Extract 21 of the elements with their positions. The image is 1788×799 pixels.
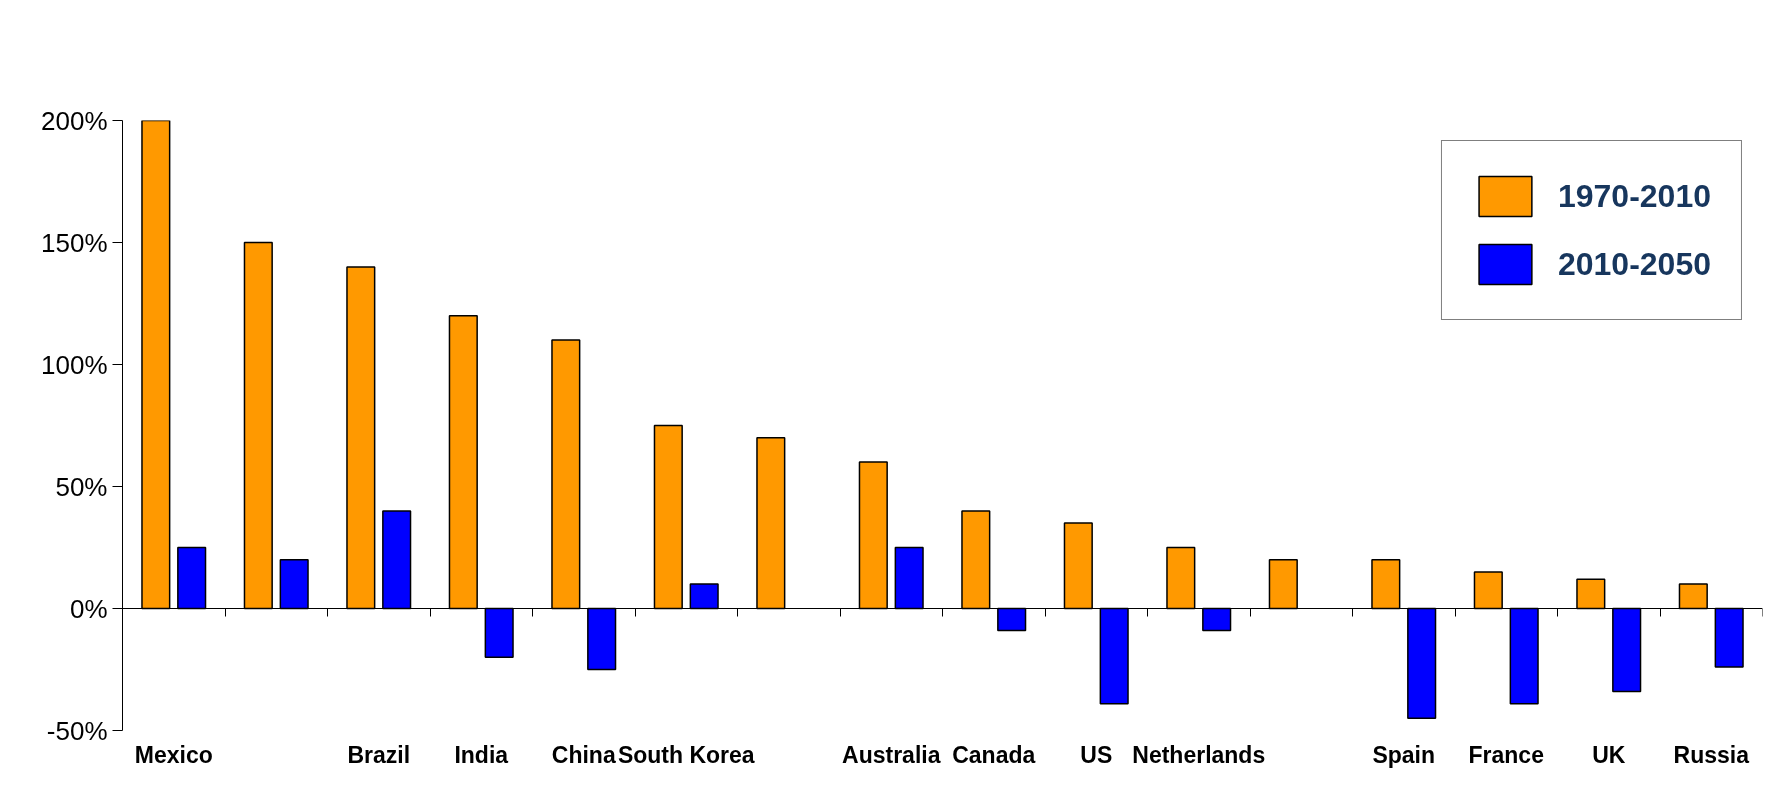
x-tick-label: Brazil [347, 741, 411, 768]
x-tick-label: US [1080, 741, 1113, 768]
x-tick-label: Mexico [134, 741, 213, 768]
x-tick-label: Netherlands [1132, 741, 1266, 768]
y-tick-label: 50% [55, 471, 108, 502]
legend-label: 1970-2010 [1557, 176, 1711, 216]
x-tick-label: Australia [842, 741, 941, 768]
x-tick-label: Spain [1372, 741, 1436, 768]
x-tick-label: UK [1592, 741, 1626, 768]
x-tick-label: Canada [952, 741, 1036, 768]
y-tick-label: 200% [41, 105, 108, 136]
x-tick-label: Russia [1673, 741, 1750, 768]
x-tick-label: China [551, 741, 616, 768]
x-tick-label: India [454, 741, 509, 768]
y-tick-label: -50% [46, 715, 108, 746]
x-tick-label: France [1468, 741, 1544, 768]
y-tick-label: 100% [41, 349, 108, 380]
y-tick-label: 150% [41, 227, 108, 258]
y-tick-label: 0% [69, 593, 108, 624]
x-tick-label: South Korea [617, 741, 755, 768]
legend-label: 2010-2050 [1557, 244, 1711, 284]
